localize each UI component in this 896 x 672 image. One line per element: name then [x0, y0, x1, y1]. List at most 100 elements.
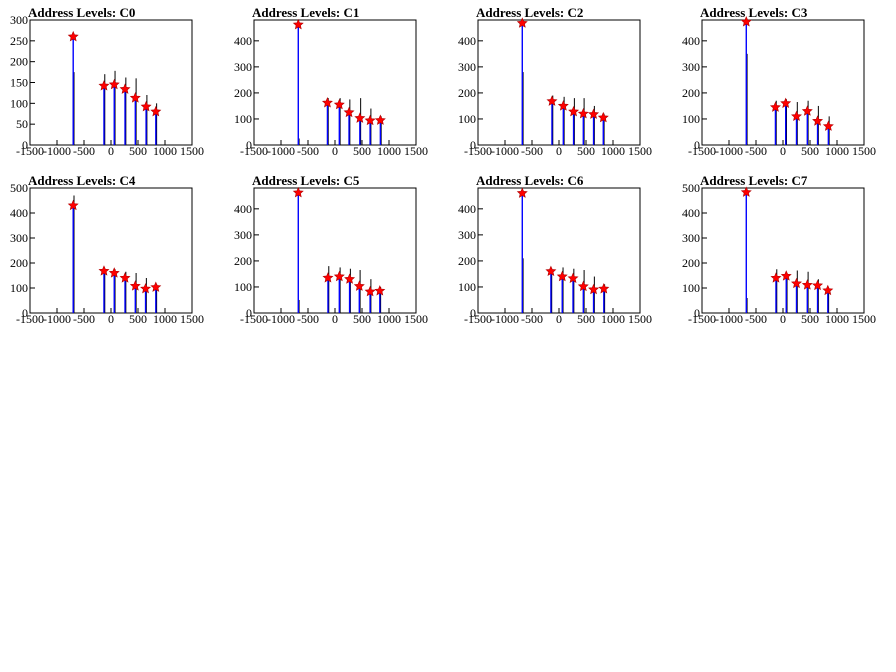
peak-marker [546, 95, 558, 106]
x-tick-label: 500 [801, 144, 819, 158]
x-tick-label: 1000 [153, 144, 177, 158]
panel-c6: 0 100 200 300 400 -1500 -1000 -500 0 500 1000 1500 … [448, 168, 672, 336]
peak-marker [545, 265, 557, 276]
panel-c0: 0 50 100 150 200 250 300 -1500 -1000 -500 0 500 1000… [0, 0, 224, 168]
x-tick-label: -500 [73, 312, 95, 326]
plot-frame [701, 19, 865, 146]
plot-frame [701, 187, 865, 314]
x-tick-label: 0 [332, 312, 338, 326]
peak-marker [568, 105, 580, 117]
x-tick-label: 0 [332, 144, 338, 158]
x-tick-label: -1000 [715, 312, 743, 326]
x-tick-label: -1500 [464, 144, 492, 158]
x-tick-label: 1500 [180, 312, 204, 326]
y-tick-label: 100 [10, 96, 28, 110]
y-tick-label: 400 [458, 34, 476, 48]
y-tick-label: 400 [458, 202, 476, 216]
x-tick-label: 1000 [377, 312, 401, 326]
peak-marker [344, 273, 356, 284]
peak-marker [343, 106, 355, 118]
y-tick-label: 300 [10, 13, 28, 27]
x-tick-label: 1000 [601, 312, 625, 326]
x-tick-label: -500 [521, 144, 543, 158]
peak-marker [119, 83, 131, 94]
peak-marker [791, 277, 802, 289]
panel-title: Address Levels: C3 [700, 5, 808, 20]
peak-marker [577, 107, 589, 119]
x-tick-label: 1000 [601, 144, 625, 158]
x-tick-label: -1500 [240, 144, 268, 158]
peak-marker [98, 265, 110, 276]
y-tick-label: 200 [458, 254, 476, 268]
peak-marker [129, 280, 141, 291]
x-tick-label: -500 [73, 144, 95, 158]
peak-marker [577, 280, 589, 292]
y-tick-label: 100 [682, 281, 700, 295]
y-tick-label: 0 [246, 306, 252, 320]
panel-title: Address Levels: C0 [28, 5, 136, 20]
x-tick-label: -500 [745, 312, 767, 326]
y-tick-label: 200 [458, 86, 476, 100]
peak-marker [129, 92, 141, 103]
plot-frame [253, 19, 417, 146]
peak-marker [119, 272, 131, 283]
y-tick-label: 0 [22, 306, 28, 320]
y-tick-label: 100 [234, 280, 252, 294]
y-tick-label: 300 [458, 228, 476, 242]
peak-marker [292, 18, 304, 30]
x-tick-label: 1000 [377, 144, 401, 158]
x-tick-label: -500 [297, 144, 319, 158]
peak-marker [108, 267, 120, 278]
peak-marker [374, 114, 386, 125]
peak-marker [822, 284, 834, 296]
x-tick-label: -1000 [267, 312, 295, 326]
y-tick-label: 400 [234, 202, 252, 216]
peak-marker [769, 101, 781, 112]
x-tick-label: 0 [556, 312, 562, 326]
peak-marker [780, 270, 792, 281]
plot-frame [29, 187, 193, 314]
x-tick-label: -1500 [240, 312, 268, 326]
x-tick-label: 1500 [404, 144, 428, 158]
peak-marker [801, 105, 813, 116]
peak-marker [740, 186, 752, 197]
plot-frame [477, 187, 641, 314]
x-tick-label: 500 [801, 312, 819, 326]
panel-title: Address Levels: C6 [476, 173, 584, 188]
x-tick-label: -1000 [491, 312, 519, 326]
x-tick-label: 1500 [628, 312, 652, 326]
x-tick-label: 0 [108, 312, 114, 326]
peak-marker [140, 282, 152, 294]
x-tick-label: 500 [353, 144, 371, 158]
x-tick-label: 1500 [628, 144, 652, 158]
peak-marker [812, 279, 824, 291]
panel-c1: 0 100 200 300 400 -1500 -1000 -500 0 500 1000 1500 … [224, 0, 448, 168]
peak-marker [354, 112, 366, 123]
peak-marker [740, 16, 752, 27]
x-tick-label: -1500 [16, 312, 44, 326]
x-tick-label: 500 [577, 144, 595, 158]
panel-c5: 0 100 200 300 400 -1500 -1000 -500 0 500 1000 1500 … [224, 168, 448, 336]
peak-marker [770, 272, 782, 283]
x-tick-label: -1500 [688, 312, 716, 326]
plot-c2: 0 100 200 300 400 -1500 -1000 -500 0 500 1000 1500 [458, 17, 652, 158]
x-tick-label: -500 [297, 312, 319, 326]
peak-marker [516, 17, 528, 28]
x-tick-label: 0 [780, 144, 786, 158]
peak-marker [364, 285, 376, 297]
y-tick-label: 400 [234, 34, 252, 48]
plot-frame [29, 19, 193, 146]
x-tick-label: 500 [577, 312, 595, 326]
panel-c4: 0 100 200 300 400 500 -1500 -1000 -500 0 500 1000 15… [0, 168, 224, 336]
x-tick-label: 1500 [180, 144, 204, 158]
peak-marker [801, 279, 813, 290]
peak-marker [557, 100, 569, 111]
plot-c5: 0 100 200 300 400 -1500 -1000 -500 0 500 1000 1500 [234, 186, 428, 326]
x-tick-label: -1500 [464, 312, 492, 326]
x-tick-label: -1000 [491, 144, 519, 158]
panel-title: Address Levels: C5 [252, 173, 360, 188]
y-tick-label: 200 [10, 55, 28, 69]
peak-marker [67, 30, 79, 42]
x-tick-label: -1000 [267, 144, 295, 158]
x-tick-label: -1500 [16, 144, 44, 158]
